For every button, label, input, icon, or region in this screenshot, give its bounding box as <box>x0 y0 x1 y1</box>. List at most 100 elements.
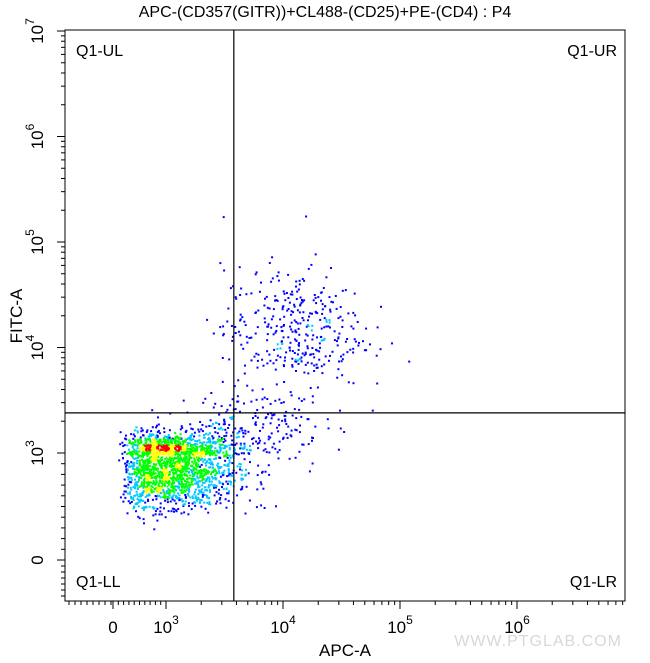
event-dot <box>129 486 132 489</box>
event-dot <box>162 453 164 456</box>
event-dot <box>192 451 195 454</box>
event-dot <box>337 448 340 451</box>
event-dot <box>144 442 147 444</box>
event-dot <box>208 437 210 440</box>
event-dot <box>135 484 138 487</box>
event-dot <box>277 271 280 274</box>
event-dot <box>139 444 141 447</box>
event-dot <box>222 471 225 474</box>
event-dot <box>181 465 184 468</box>
event-dot <box>191 469 194 472</box>
event-dot <box>208 458 211 461</box>
event-dot <box>144 496 147 498</box>
event-dot <box>259 429 261 432</box>
event-dot <box>136 447 139 450</box>
event-dot <box>194 496 197 499</box>
event-dot <box>165 462 168 465</box>
event-dot <box>176 436 179 439</box>
event-dot <box>201 424 204 426</box>
y-axis-label: FITC-A <box>7 288 26 343</box>
event-dot <box>298 357 301 360</box>
event-dot <box>125 485 128 488</box>
event-dot <box>159 479 161 482</box>
event-dot <box>164 458 167 460</box>
event-dot <box>179 454 181 456</box>
event-dot <box>190 427 193 430</box>
event-dot <box>155 463 158 466</box>
event-dot <box>182 503 185 506</box>
event-dot <box>177 460 180 463</box>
event-dot <box>141 452 144 454</box>
event-dot <box>207 450 210 453</box>
event-dot <box>353 292 356 295</box>
event-dot <box>213 484 216 486</box>
event-dot <box>219 475 222 478</box>
event-dot <box>325 325 328 328</box>
event-dot <box>194 491 196 493</box>
event-dot <box>193 477 196 480</box>
event-dot <box>148 458 151 461</box>
event-dot <box>217 465 220 468</box>
event-dot <box>204 472 207 475</box>
event-dot <box>153 456 155 459</box>
event-dot <box>147 467 149 470</box>
event-dot <box>317 296 320 299</box>
event-dot <box>157 484 160 487</box>
event-dot <box>171 437 174 440</box>
event-dot <box>184 448 187 451</box>
event-dot <box>155 451 158 454</box>
event-dot <box>156 431 159 433</box>
event-dot <box>135 451 138 454</box>
event-dot <box>208 502 211 505</box>
event-dot <box>138 464 141 467</box>
event-dot <box>329 310 332 313</box>
event-dot <box>136 444 139 447</box>
event-dot <box>177 497 180 499</box>
event-dot <box>229 456 232 459</box>
event-dot <box>320 327 323 330</box>
event-dot <box>184 464 187 466</box>
event-dot <box>307 325 310 328</box>
event-dot <box>376 382 379 385</box>
event-dot <box>178 494 181 497</box>
event-dot <box>148 482 151 485</box>
event-dot <box>239 294 242 296</box>
event-dot <box>166 449 169 452</box>
event-dot <box>165 455 168 458</box>
event-dot <box>146 453 148 456</box>
event-dot <box>224 428 227 431</box>
event-dot <box>159 506 162 509</box>
event-dot <box>223 469 226 472</box>
event-dot <box>283 315 286 318</box>
event-dot <box>246 341 249 344</box>
event-dot <box>142 462 145 465</box>
event-dot <box>246 384 249 387</box>
event-dot <box>170 457 173 460</box>
event-dot <box>130 481 133 484</box>
event-dot <box>192 449 195 452</box>
event-dot <box>202 469 205 472</box>
event-dot <box>209 466 212 469</box>
event-dot <box>282 336 285 339</box>
event-dot <box>209 419 212 422</box>
event-dot <box>182 505 185 507</box>
event-dot <box>305 325 308 328</box>
event-dot <box>156 486 159 489</box>
event-dot <box>153 463 156 466</box>
event-dot <box>299 296 302 299</box>
event-dot <box>202 451 204 454</box>
event-dot <box>254 415 257 417</box>
event-dot <box>300 356 303 359</box>
event-dot <box>135 502 138 505</box>
event-dot <box>306 334 309 337</box>
event-dot <box>129 465 132 468</box>
event-dot <box>143 479 145 482</box>
event-dot <box>172 465 175 468</box>
event-dot <box>140 466 143 469</box>
event-dot <box>165 451 168 454</box>
event-dot <box>227 468 230 471</box>
event-dot <box>203 468 206 471</box>
event-dot <box>221 474 224 477</box>
event-dot <box>157 444 160 447</box>
event-dot <box>214 477 217 479</box>
